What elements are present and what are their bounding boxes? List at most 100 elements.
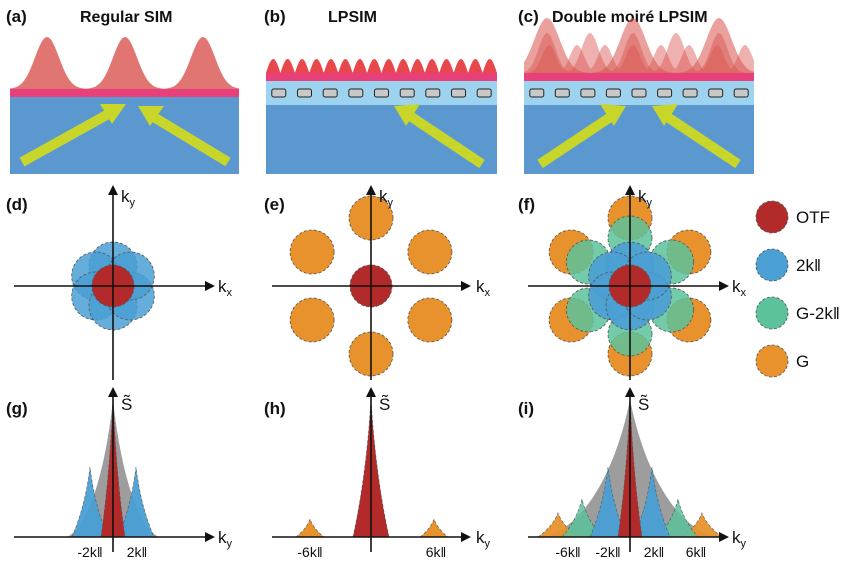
legend-item: 2k‖: [755, 248, 821, 282]
panel-c: (c) Double moiré LPSIM: [518, 7, 754, 174]
legend-item: G: [755, 344, 809, 378]
panel-label-d: (d): [6, 195, 28, 214]
peak-2k: [633, 466, 671, 538]
panel-b: (b) LPSIM: [264, 7, 497, 174]
film-layer: [10, 89, 239, 97]
panel-label-h: (h): [264, 399, 286, 418]
circle-g: [407, 229, 453, 275]
substrate: [10, 96, 239, 174]
substrate: [524, 104, 754, 174]
intensity-wave: [524, 18, 754, 73]
panel-title-a: Regular SIM: [80, 9, 172, 26]
panel-i: (i) ky S̃ -6k‖ -2k‖ 2k‖ 6k‖: [518, 387, 747, 560]
peak-2k: [117, 466, 155, 538]
nanostructure: [631, 88, 647, 98]
nanostructure: [348, 88, 364, 98]
nanostructure: [682, 88, 698, 98]
kspace-circles: [289, 195, 453, 377]
nanostructure: [580, 88, 596, 98]
nanostructure: [476, 88, 492, 98]
panel-title-b: LPSIM: [328, 9, 377, 26]
panel-e: (e) kx ky: [264, 185, 491, 380]
nanostructure: [399, 88, 415, 98]
panel-g: (g) ky S̃ -2k‖ 2k‖: [6, 387, 233, 560]
legend-label: 2k‖: [796, 256, 821, 275]
legend-swatch: [755, 248, 789, 282]
legend-item: G-2k‖: [755, 296, 840, 330]
nanostructure: [657, 88, 673, 98]
panel-label-c: (c): [518, 7, 539, 26]
kspace-circles: [548, 195, 712, 377]
tick-label: -2k‖: [595, 544, 620, 560]
peak-g: [419, 518, 449, 538]
panel-d: (d) kx ky: [6, 185, 233, 380]
film-layer: [266, 73, 497, 81]
panel-label-a: (a): [6, 7, 27, 26]
panel-label-i: (i): [518, 399, 534, 418]
peak-g-2k: [657, 498, 699, 538]
circle-g: [289, 297, 335, 343]
illumination-arrows: [19, 104, 231, 167]
kx-label: kx: [476, 277, 491, 299]
nanostructure-array: [271, 88, 492, 98]
s-label: S̃: [121, 394, 132, 414]
intensity-wave: [10, 37, 239, 89]
nanostructure: [271, 88, 287, 98]
kx-label: kx: [218, 277, 233, 299]
illumination-arrows: [537, 104, 741, 169]
nanostructure: [708, 88, 724, 98]
legend-swatch: [755, 296, 789, 330]
illumination-arrows: [394, 104, 485, 169]
nanostructure: [529, 88, 545, 98]
intensity-wave: [266, 59, 497, 73]
legend-label: G-2k‖: [796, 304, 840, 323]
nanostructure: [733, 88, 749, 98]
nanostructure: [322, 88, 338, 98]
tick-label: 2k‖: [127, 544, 148, 560]
ky-label: ky: [732, 528, 747, 550]
tick-label: -6k‖: [297, 544, 322, 560]
panel-f: (f) kx ky: [518, 185, 747, 380]
nanostructure: [451, 88, 466, 98]
s-label: S̃: [638, 394, 649, 414]
nanostructure: [374, 88, 389, 98]
spectrum-peaks: [295, 398, 449, 538]
legend-item: OTF: [755, 200, 830, 234]
nanostructure: [554, 88, 570, 98]
nanostructure-array: [529, 88, 749, 98]
intensity-waves: [524, 18, 754, 73]
legend-swatch: [755, 344, 789, 378]
film-layer: [524, 73, 754, 81]
panel-label-e: (e): [264, 195, 285, 214]
kx-label: kx: [732, 277, 747, 299]
ky-label: ky: [638, 187, 653, 209]
tick-label: -2k‖: [77, 544, 102, 560]
panel-title-c: Double moiré LPSIM: [552, 9, 708, 26]
tick-label: 6k‖: [426, 544, 447, 560]
s-label: S̃: [379, 394, 390, 414]
circle-g: [289, 229, 335, 275]
tick-label: -6k‖: [555, 544, 580, 560]
peak-g-2k: [561, 498, 603, 538]
nanostructure: [605, 88, 621, 98]
ky-label: ky: [379, 187, 394, 209]
panel-label-f: (f): [518, 195, 535, 214]
legend-label: OTF: [796, 208, 830, 227]
nanostructure: [425, 88, 441, 98]
ky-label: ky: [218, 528, 233, 550]
ky-label: ky: [121, 187, 136, 209]
legend-swatch: [755, 200, 789, 234]
kspace-circles: [71, 241, 155, 331]
legend: OTF 2k‖ G-2k‖ G: [755, 200, 840, 378]
nanostructure: [297, 88, 312, 98]
circle-g: [407, 297, 453, 343]
panel-label-g: (g): [6, 399, 28, 418]
peak-g: [295, 518, 325, 538]
tick-label: 2k‖: [644, 544, 665, 560]
panel-a: (a) Regular SIM: [6, 7, 239, 174]
panel-label-b: (b): [264, 7, 286, 26]
substrate: [266, 104, 497, 174]
legend-label: G: [796, 352, 809, 371]
panel-h: (h) ky S̃ -6k‖ 6k‖: [264, 387, 491, 560]
